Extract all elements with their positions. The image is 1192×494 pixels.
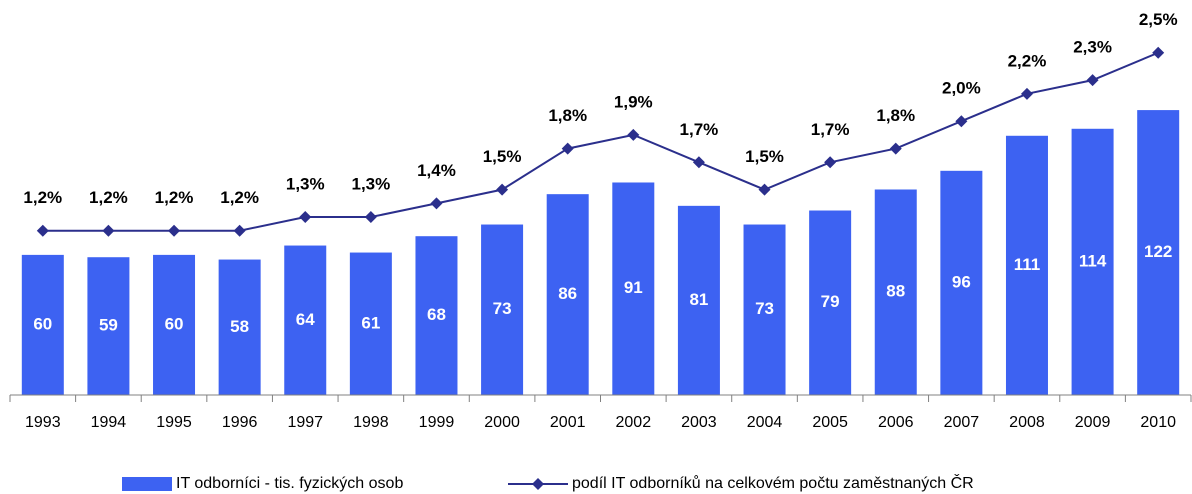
legend-label: podíl IT odborníků na celkovém počtu zam… [572,473,974,492]
marker [1152,46,1165,59]
marker [168,224,181,237]
bar-label: 122 [1144,242,1172,261]
x-tick-label: 2005 [812,414,848,431]
line-label: 1,4% [417,161,456,180]
line-label: 1,2% [89,188,128,207]
legend-label: IT odborníci - tis. fyzických osob [176,475,403,492]
bar-label: 60 [33,314,52,333]
x-tick-label: 2009 [1075,414,1111,431]
x-tick-label: 2006 [878,414,914,431]
x-tick-label: 1994 [91,414,127,431]
bar [874,189,917,395]
x-tick-label: 2008 [1009,414,1045,431]
marker [692,156,705,169]
bar-label: 73 [493,299,512,318]
marker [561,142,574,155]
x-tick-label: 1998 [353,414,389,431]
bar-label: 96 [952,272,971,291]
bar-label: 79 [821,292,840,311]
marker [1086,74,1099,87]
line-label: 1,7% [811,120,850,139]
line-label: 1,2% [23,188,62,207]
x-tick-label: 1996 [222,414,258,431]
bar-label: 111 [1014,255,1041,274]
x-tick-label: 2007 [944,414,980,431]
line-label: 1,7% [680,120,719,139]
bar [940,170,983,395]
bar-label: 68 [427,305,446,324]
bar-label: 64 [296,310,315,329]
marker [824,156,837,169]
line-label: 1,2% [155,188,194,207]
bar [1137,110,1180,395]
bar-label: 114 [1079,251,1107,270]
x-tick-label: 2002 [616,414,652,431]
line-label: 2,0% [942,79,981,98]
bar [677,205,720,395]
bar [87,257,130,395]
line-label: 2,2% [1008,51,1047,70]
line-label: 1,9% [614,92,653,111]
line-label: 1,5% [745,147,784,166]
line-label: 2,3% [1073,38,1112,57]
marker [36,224,49,237]
marker [299,211,312,224]
marker [889,142,902,155]
bar [218,259,261,395]
marker [758,183,771,196]
bar [284,245,327,395]
line [42,51,1159,232]
bar [546,194,589,395]
bar [809,210,852,395]
line-label: 1,8% [876,106,915,125]
bar-label: 73 [755,299,774,318]
line-label: 1,3% [351,175,390,194]
bar-label: 91 [624,278,643,297]
bar [1005,135,1048,395]
marker [430,197,443,210]
x-tick-label: 1999 [419,414,455,431]
bar-label: 60 [165,314,184,333]
marker [233,224,246,237]
line-label: 1,2% [220,188,259,207]
x-tick-label: 1993 [25,414,61,431]
bar [481,224,524,395]
bar-label: 61 [361,313,380,332]
marker [1020,87,1033,100]
marker [627,128,640,141]
bar [1071,128,1114,395]
bar [21,254,64,395]
x-tick-label: 1995 [156,414,192,431]
bar-label: 86 [558,284,577,303]
x-tick-label: 1997 [287,414,323,431]
x-tick-label: 2003 [681,414,717,431]
marker [102,224,115,237]
bar [612,182,655,395]
line-label: 1,3% [286,175,325,194]
bar-label: 88 [886,282,905,301]
x-tick-label: 2001 [550,414,586,431]
legend-swatch [122,477,172,491]
line-label: 1,8% [548,106,587,125]
line-label: 1,5% [483,147,522,166]
marker [955,115,968,128]
legend-marker [532,478,544,490]
marker [364,211,377,224]
bar [349,252,392,395]
bar [743,224,786,395]
x-tick-label: 2010 [1140,414,1176,431]
x-tick-label: 2004 [747,414,783,431]
x-tick-label: 2000 [484,414,520,431]
bar-label: 58 [230,317,249,336]
bar-label: 59 [99,316,118,335]
marker [496,183,509,196]
bar [153,254,196,395]
bar [415,236,458,395]
line-label: 2,5% [1139,10,1178,29]
bar-label: 81 [689,290,708,309]
